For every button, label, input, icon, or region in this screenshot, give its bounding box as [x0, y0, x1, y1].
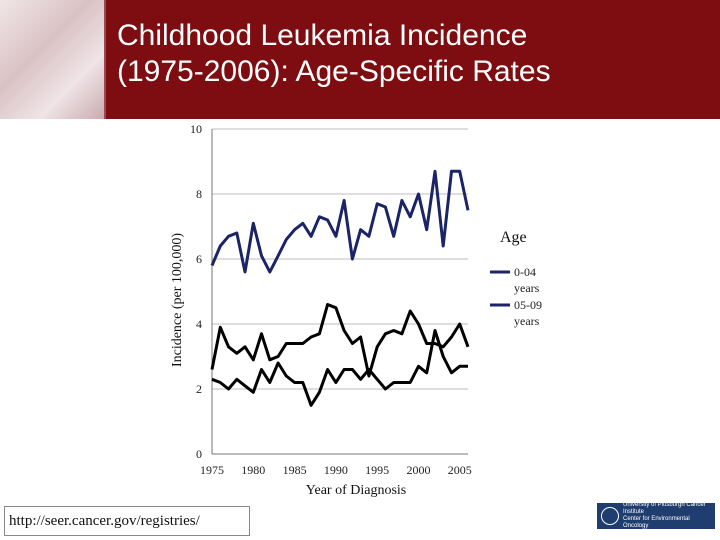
- axes: [211, 129, 468, 455]
- y-tick-labels: 0 2 4 6 8 10: [190, 122, 202, 461]
- source-link[interactable]: http://seer.cancer.gov/registries/: [4, 506, 250, 536]
- y-axis-label: Incidence (per 100,000): [170, 233, 185, 367]
- series-line-0-04: [210, 169, 470, 274]
- slide-title: Childhood Leukemia Incidence (1975-2006)…: [117, 18, 707, 90]
- y-tick-label: 0: [196, 447, 202, 461]
- legend-label-0-04-line2: years: [514, 281, 540, 295]
- x-tick-labels: 1975 1980 1985 1990 1995 2000 2005: [200, 463, 472, 477]
- gridlines: [212, 128, 468, 390]
- series-line-05-09: [210, 303, 470, 378]
- title-banner: Childhood Leukemia Incidence (1975-2006)…: [0, 0, 720, 120]
- legend-label-05-09-line2: years: [514, 314, 540, 328]
- x-tick-label: 1990: [324, 463, 348, 477]
- x-tick-label: 1975: [200, 463, 224, 477]
- slide-title-line-2: (1975-2006): Age-Specific Rates: [117, 55, 551, 88]
- y-tick-label: 8: [196, 187, 202, 201]
- x-tick-label: 1985: [283, 463, 307, 477]
- x-tick-label: 2000: [406, 463, 430, 477]
- x-tick-label: 2005: [448, 463, 472, 477]
- legend: Age 0-04 years 05-09 years: [490, 229, 542, 328]
- series-lines: [210, 169, 470, 407]
- x-tick-label: 1980: [241, 463, 265, 477]
- seal-icon: [601, 507, 619, 525]
- banner-background: [106, 0, 720, 119]
- x-axis-label: Year of Diagnosis: [306, 483, 406, 498]
- legend-label-0-04-line1: 0-04: [514, 265, 536, 279]
- series-line-unlabeled: [211, 329, 468, 407]
- y-tick-label: 6: [196, 252, 202, 266]
- banner-divider: [104, 0, 107, 119]
- y-tick-label: 2: [196, 382, 202, 396]
- slide-title-line-1: Childhood Leukemia Incidence: [117, 19, 528, 52]
- x-tick-label: 1995: [365, 463, 389, 477]
- y-tick-label: 4: [196, 317, 202, 331]
- legend-label-05-09-line1: 05-09: [514, 298, 542, 312]
- y-tick-label: 10: [190, 122, 202, 136]
- institution-logo: University of Pittsburgh Cancer Institut…: [597, 502, 715, 529]
- flask-image: [0, 0, 106, 119]
- logo-text: University of Pittsburgh Cancer Institut…: [623, 502, 706, 529]
- legend-title: Age: [500, 229, 527, 246]
